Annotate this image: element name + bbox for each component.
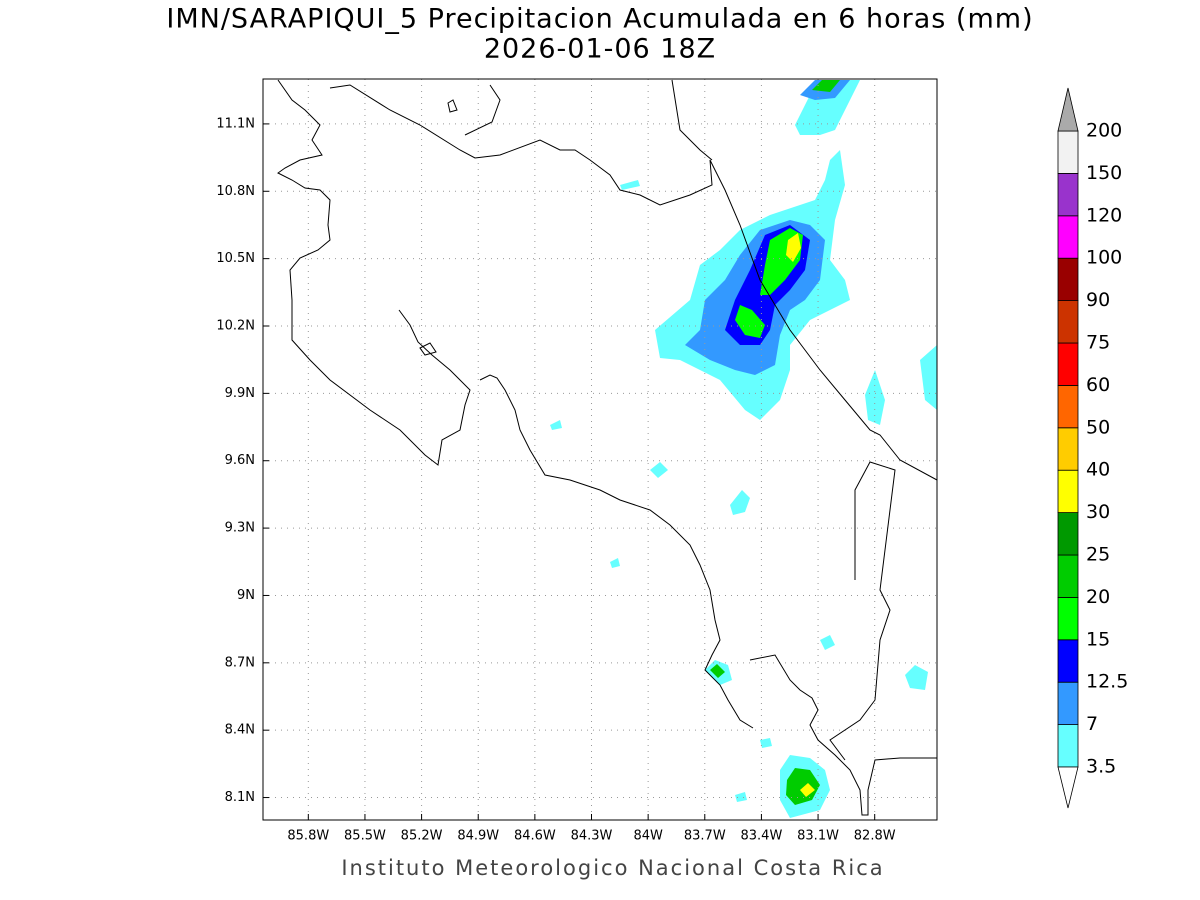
y-tick-label: 10.5N — [216, 251, 255, 266]
colorbar-label: 15 — [1086, 628, 1110, 650]
x-tick-label: 85.8W — [287, 829, 329, 844]
axis-ticks: 85.8W 85.5W 85.2W 84.9W 84.6W 84.3W 84W 83.7W 83… — [216, 116, 895, 843]
x-tick-label: 84.9W — [457, 829, 499, 844]
title: IMN/SARAPIQUI_5 Precipitacion Acumulada … — [166, 4, 1033, 35]
x-tick-label: 85.2W — [401, 829, 443, 844]
colorbar-label: 60 — [1086, 374, 1110, 396]
colorbar-label: 50 — [1086, 416, 1110, 438]
colorbar-box — [1057, 257, 1079, 302]
coastline — [464, 84, 501, 136]
map-panel: 85.8W 85.5W 85.2W 84.9W 84.6W 84.3W 84W 83.7W 83… — [216, 78, 938, 844]
coastline — [671, 79, 713, 161]
colorbar-box — [1057, 681, 1079, 726]
y-tick-label: 9N — [237, 588, 255, 603]
colorbar-box — [1057, 512, 1079, 556]
y-tick-label: 9.9N — [225, 386, 255, 401]
colorbar-box — [1057, 300, 1079, 344]
colorbar-box — [1057, 554, 1079, 598]
colorbar-label: 100 — [1086, 247, 1122, 269]
colorbar-label: 90 — [1086, 289, 1110, 311]
coastline — [277, 79, 471, 466]
coastline — [749, 654, 937, 816]
coastline — [479, 374, 754, 729]
coastlines — [277, 79, 938, 816]
colorbar-label: 75 — [1086, 332, 1110, 354]
island — [447, 99, 458, 113]
y-tick-label: 8.1N — [225, 790, 255, 805]
x-tick-label: 84.6W — [514, 829, 556, 844]
colorbar-box — [1057, 597, 1079, 641]
colorbar-label: 25 — [1086, 544, 1110, 566]
coastline — [329, 84, 938, 481]
x-tick-label: 83.1W — [797, 829, 839, 844]
colorbar-box — [1057, 130, 1079, 174]
colorbar-label: 30 — [1086, 501, 1110, 523]
colorbar-box — [1057, 639, 1079, 683]
colorbar-label: 120 — [1086, 204, 1122, 226]
y-tick-label: 9.6N — [225, 453, 255, 468]
y-tick-label: 11.1N — [216, 116, 255, 131]
colorbar-box — [1057, 342, 1079, 386]
x-tick-label: 84W — [633, 829, 663, 844]
colorbar-label: 150 — [1086, 162, 1122, 184]
subtitle: 2026-01-06 18Z — [484, 34, 716, 65]
x-tick-label: 83.4W — [741, 829, 783, 844]
colorbar-label: 200 — [1086, 120, 1122, 142]
footer: Instituto Meteorologico Nacional Costa R… — [341, 856, 884, 880]
colorbar-label: 20 — [1086, 586, 1110, 608]
y-tick-label: 10.2N — [216, 319, 255, 334]
colorbar: 3.5 7 12.5 15 20 25 30 40 50 60 75 90 100 120 150 200 — [1057, 87, 1128, 809]
x-tick-label: 83.7W — [684, 829, 726, 844]
map-frame — [262, 78, 938, 821]
y-tick-label: 8.4N — [225, 723, 255, 738]
lake — [419, 342, 437, 356]
colorbar-over — [1057, 87, 1079, 132]
x-tick-label: 85.5W — [344, 829, 386, 844]
y-tick-label: 9.3N — [225, 521, 255, 536]
precipitation-field — [550, 80, 937, 818]
colorbar-label: 12.5 — [1086, 671, 1128, 693]
colorbar-label: 40 — [1086, 459, 1110, 481]
colorbar-label: 3.5 — [1086, 756, 1116, 778]
coastline — [829, 461, 896, 761]
y-tick-label: 8.7N — [225, 655, 255, 670]
x-tick-label: 84.3W — [571, 829, 613, 844]
y-tick-label: 10.8N — [216, 184, 255, 199]
colorbar-box — [1057, 172, 1079, 217]
colorbar-label: 7 — [1086, 713, 1098, 735]
colorbar-box — [1057, 215, 1079, 259]
x-tick-label: 82.8W — [854, 829, 896, 844]
colorbar-box — [1057, 724, 1079, 768]
colorbar-box — [1057, 384, 1079, 429]
grid — [263, 79, 937, 820]
colorbar-under — [1057, 766, 1079, 809]
colorbar-box — [1057, 427, 1079, 471]
colorbar-box — [1057, 469, 1079, 514]
